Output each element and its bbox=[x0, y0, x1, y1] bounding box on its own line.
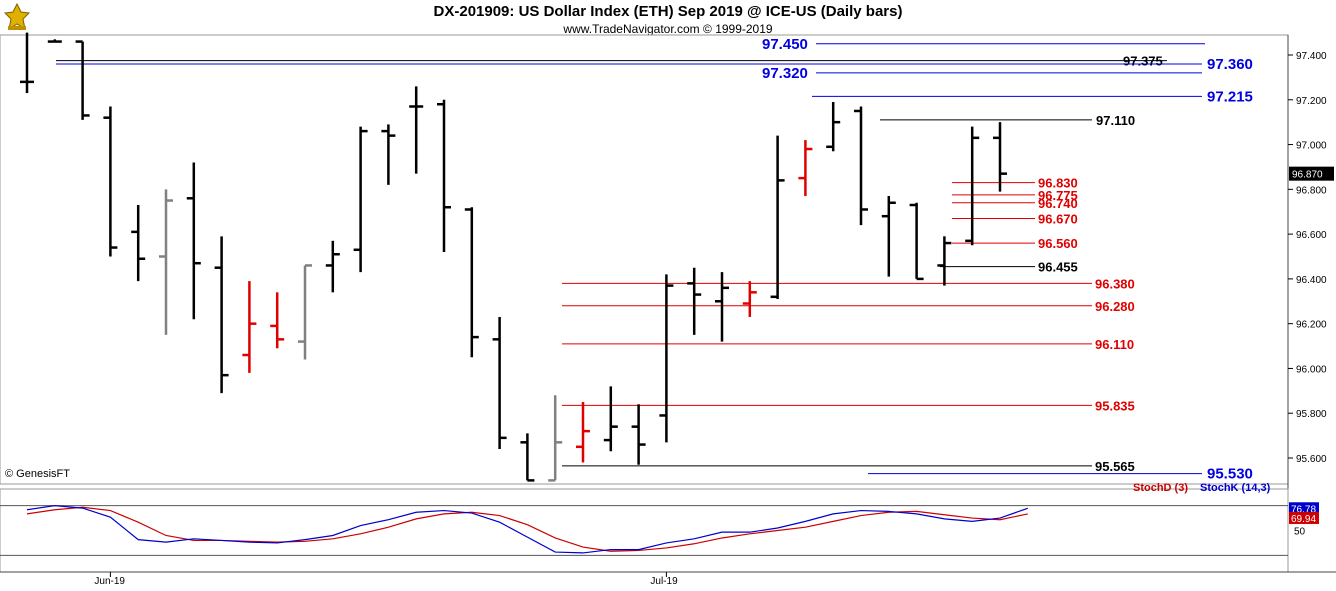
stochd-value-box bbox=[1289, 511, 1319, 524]
stoch-y-tick-label: 50 bbox=[1294, 527, 1306, 538]
y-tick-label: 97.000 bbox=[1296, 141, 1327, 152]
y-tick-label: 97.200 bbox=[1296, 96, 1327, 107]
chart-subtitle: www.TradeNavigator.com © 1999-2019 bbox=[563, 22, 773, 36]
price-axis bbox=[1288, 35, 1336, 484]
ohlc-bars bbox=[20, 32, 1007, 482]
y-tick-label: 95.600 bbox=[1296, 454, 1327, 465]
stochd-legend: StochD (3) bbox=[1133, 482, 1188, 494]
last-price-box bbox=[1289, 166, 1334, 181]
level-label: 95.530 bbox=[1207, 466, 1253, 483]
y-tick-label: 96.800 bbox=[1296, 185, 1327, 196]
stochk-line bbox=[26, 504, 1028, 554]
last-price-label: 96.870 bbox=[1292, 170, 1323, 181]
x-tick-label: Jun-19 bbox=[94, 576, 125, 587]
chart-title: DX-201909: US Dollar Index (ETH) Sep 201… bbox=[433, 3, 903, 20]
x-tick-label: Jul-19 bbox=[650, 576, 678, 587]
stochd-value-label: 69.94 bbox=[1291, 514, 1316, 525]
level-label: 95.565 bbox=[1095, 459, 1135, 474]
level-label: 97.375 bbox=[1123, 54, 1163, 69]
y-tick-label: 95.800 bbox=[1296, 409, 1327, 420]
level-label: 96.830 bbox=[1038, 176, 1078, 191]
level-label: 96.280 bbox=[1095, 299, 1135, 314]
y-tick-label: 96.000 bbox=[1296, 364, 1327, 375]
level-label: 96.455 bbox=[1038, 260, 1078, 275]
price-panel bbox=[0, 34, 1289, 485]
stochk-value-box bbox=[1289, 502, 1319, 515]
stochk-legend: StochK (14,3) bbox=[1200, 482, 1271, 494]
level-label: 97.360 bbox=[1207, 56, 1253, 73]
price-y-ticks: 97.400 97.200 97.000 96.800 96.600 96.400 96.2… bbox=[1288, 51, 1327, 465]
last-price-marker: 96.870 bbox=[1289, 166, 1334, 181]
y-tick-label: 96.400 bbox=[1296, 275, 1327, 286]
stochd-line bbox=[26, 506, 1028, 552]
y-tick-label: 96.600 bbox=[1296, 230, 1327, 241]
level-label: 96.670 bbox=[1038, 211, 1078, 226]
y-tick-label: 96.200 bbox=[1296, 320, 1327, 331]
level-label: 97.320 bbox=[762, 65, 808, 82]
level-label: 96.775 bbox=[1038, 188, 1078, 203]
level-label: 97.110 bbox=[1096, 113, 1135, 128]
genesis-logo bbox=[3, 2, 31, 31]
level-label: 96.740 bbox=[1038, 196, 1078, 211]
y-tick-label: 97.400 bbox=[1296, 51, 1327, 62]
x-axis-labels: Jun-19 Jul-19 bbox=[94, 572, 678, 587]
level-label: 97.450 bbox=[762, 36, 808, 53]
price-levels: 97.450 97.375 97.360 97.320 97.215 97.110 96.8… bbox=[56, 36, 1253, 483]
credit-label: © GenesisFT bbox=[5, 468, 70, 480]
level-label: 95.835 bbox=[1095, 398, 1135, 413]
level-label: 96.380 bbox=[1095, 276, 1135, 291]
level-label: 96.560 bbox=[1038, 236, 1078, 251]
stochk-value-label: 76.78 bbox=[1291, 504, 1316, 515]
level-label: 97.215 bbox=[1207, 88, 1253, 105]
stoch-panel bbox=[0, 488, 1289, 573]
level-label: 96.110 bbox=[1095, 337, 1134, 352]
